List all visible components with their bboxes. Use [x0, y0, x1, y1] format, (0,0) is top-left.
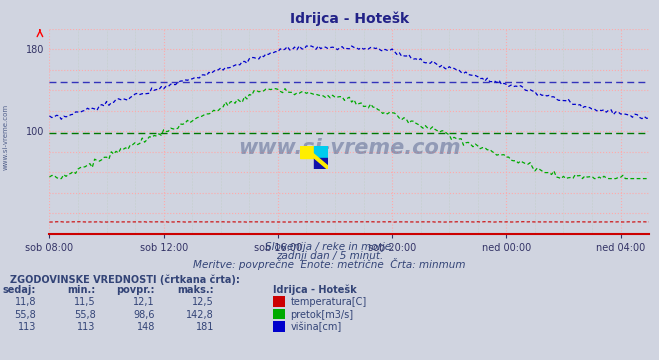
- Polygon shape: [300, 146, 328, 169]
- Text: 55,8: 55,8: [14, 310, 36, 320]
- Bar: [314, 158, 328, 169]
- Text: min.:: min.:: [67, 285, 96, 296]
- Text: 11,8: 11,8: [14, 297, 36, 307]
- Text: 181: 181: [196, 323, 214, 333]
- Text: Meritve: povprečne  Enote: metrične  Črta: minmum: Meritve: povprečne Enote: metrične Črta:…: [193, 258, 466, 270]
- Text: pretok[m3/s]: pretok[m3/s]: [291, 310, 354, 320]
- Text: 113: 113: [18, 323, 36, 333]
- Title: Idrijca - Hotešk: Idrijca - Hotešk: [290, 12, 409, 26]
- Text: Slovenija / reke in morje.: Slovenija / reke in morje.: [265, 242, 394, 252]
- Text: sedaj:: sedaj:: [3, 285, 36, 296]
- Text: www.si-vreme.com: www.si-vreme.com: [2, 104, 9, 170]
- Text: 98,6: 98,6: [133, 310, 155, 320]
- Text: Idrijca - Hotešk: Idrijca - Hotešk: [273, 285, 357, 296]
- Text: 113: 113: [77, 323, 96, 333]
- Text: povpr.:: povpr.:: [117, 285, 155, 296]
- Text: 11,5: 11,5: [74, 297, 96, 307]
- Text: višina[cm]: višina[cm]: [291, 322, 342, 333]
- Text: zadnji dan / 5 minut.: zadnji dan / 5 minut.: [276, 251, 383, 261]
- Bar: [314, 146, 328, 158]
- Text: 12,5: 12,5: [192, 297, 214, 307]
- Text: 55,8: 55,8: [74, 310, 96, 320]
- Text: maks.:: maks.:: [177, 285, 214, 296]
- Text: www.si-vreme.com: www.si-vreme.com: [238, 138, 461, 158]
- Text: temperatura[C]: temperatura[C]: [291, 297, 367, 307]
- Text: ZGODOVINSKE VREDNOSTI (črtkana črta):: ZGODOVINSKE VREDNOSTI (črtkana črta):: [10, 274, 240, 285]
- Text: 12,1: 12,1: [133, 297, 155, 307]
- Text: 148: 148: [136, 323, 155, 333]
- Text: 142,8: 142,8: [186, 310, 214, 320]
- Bar: [300, 146, 314, 158]
